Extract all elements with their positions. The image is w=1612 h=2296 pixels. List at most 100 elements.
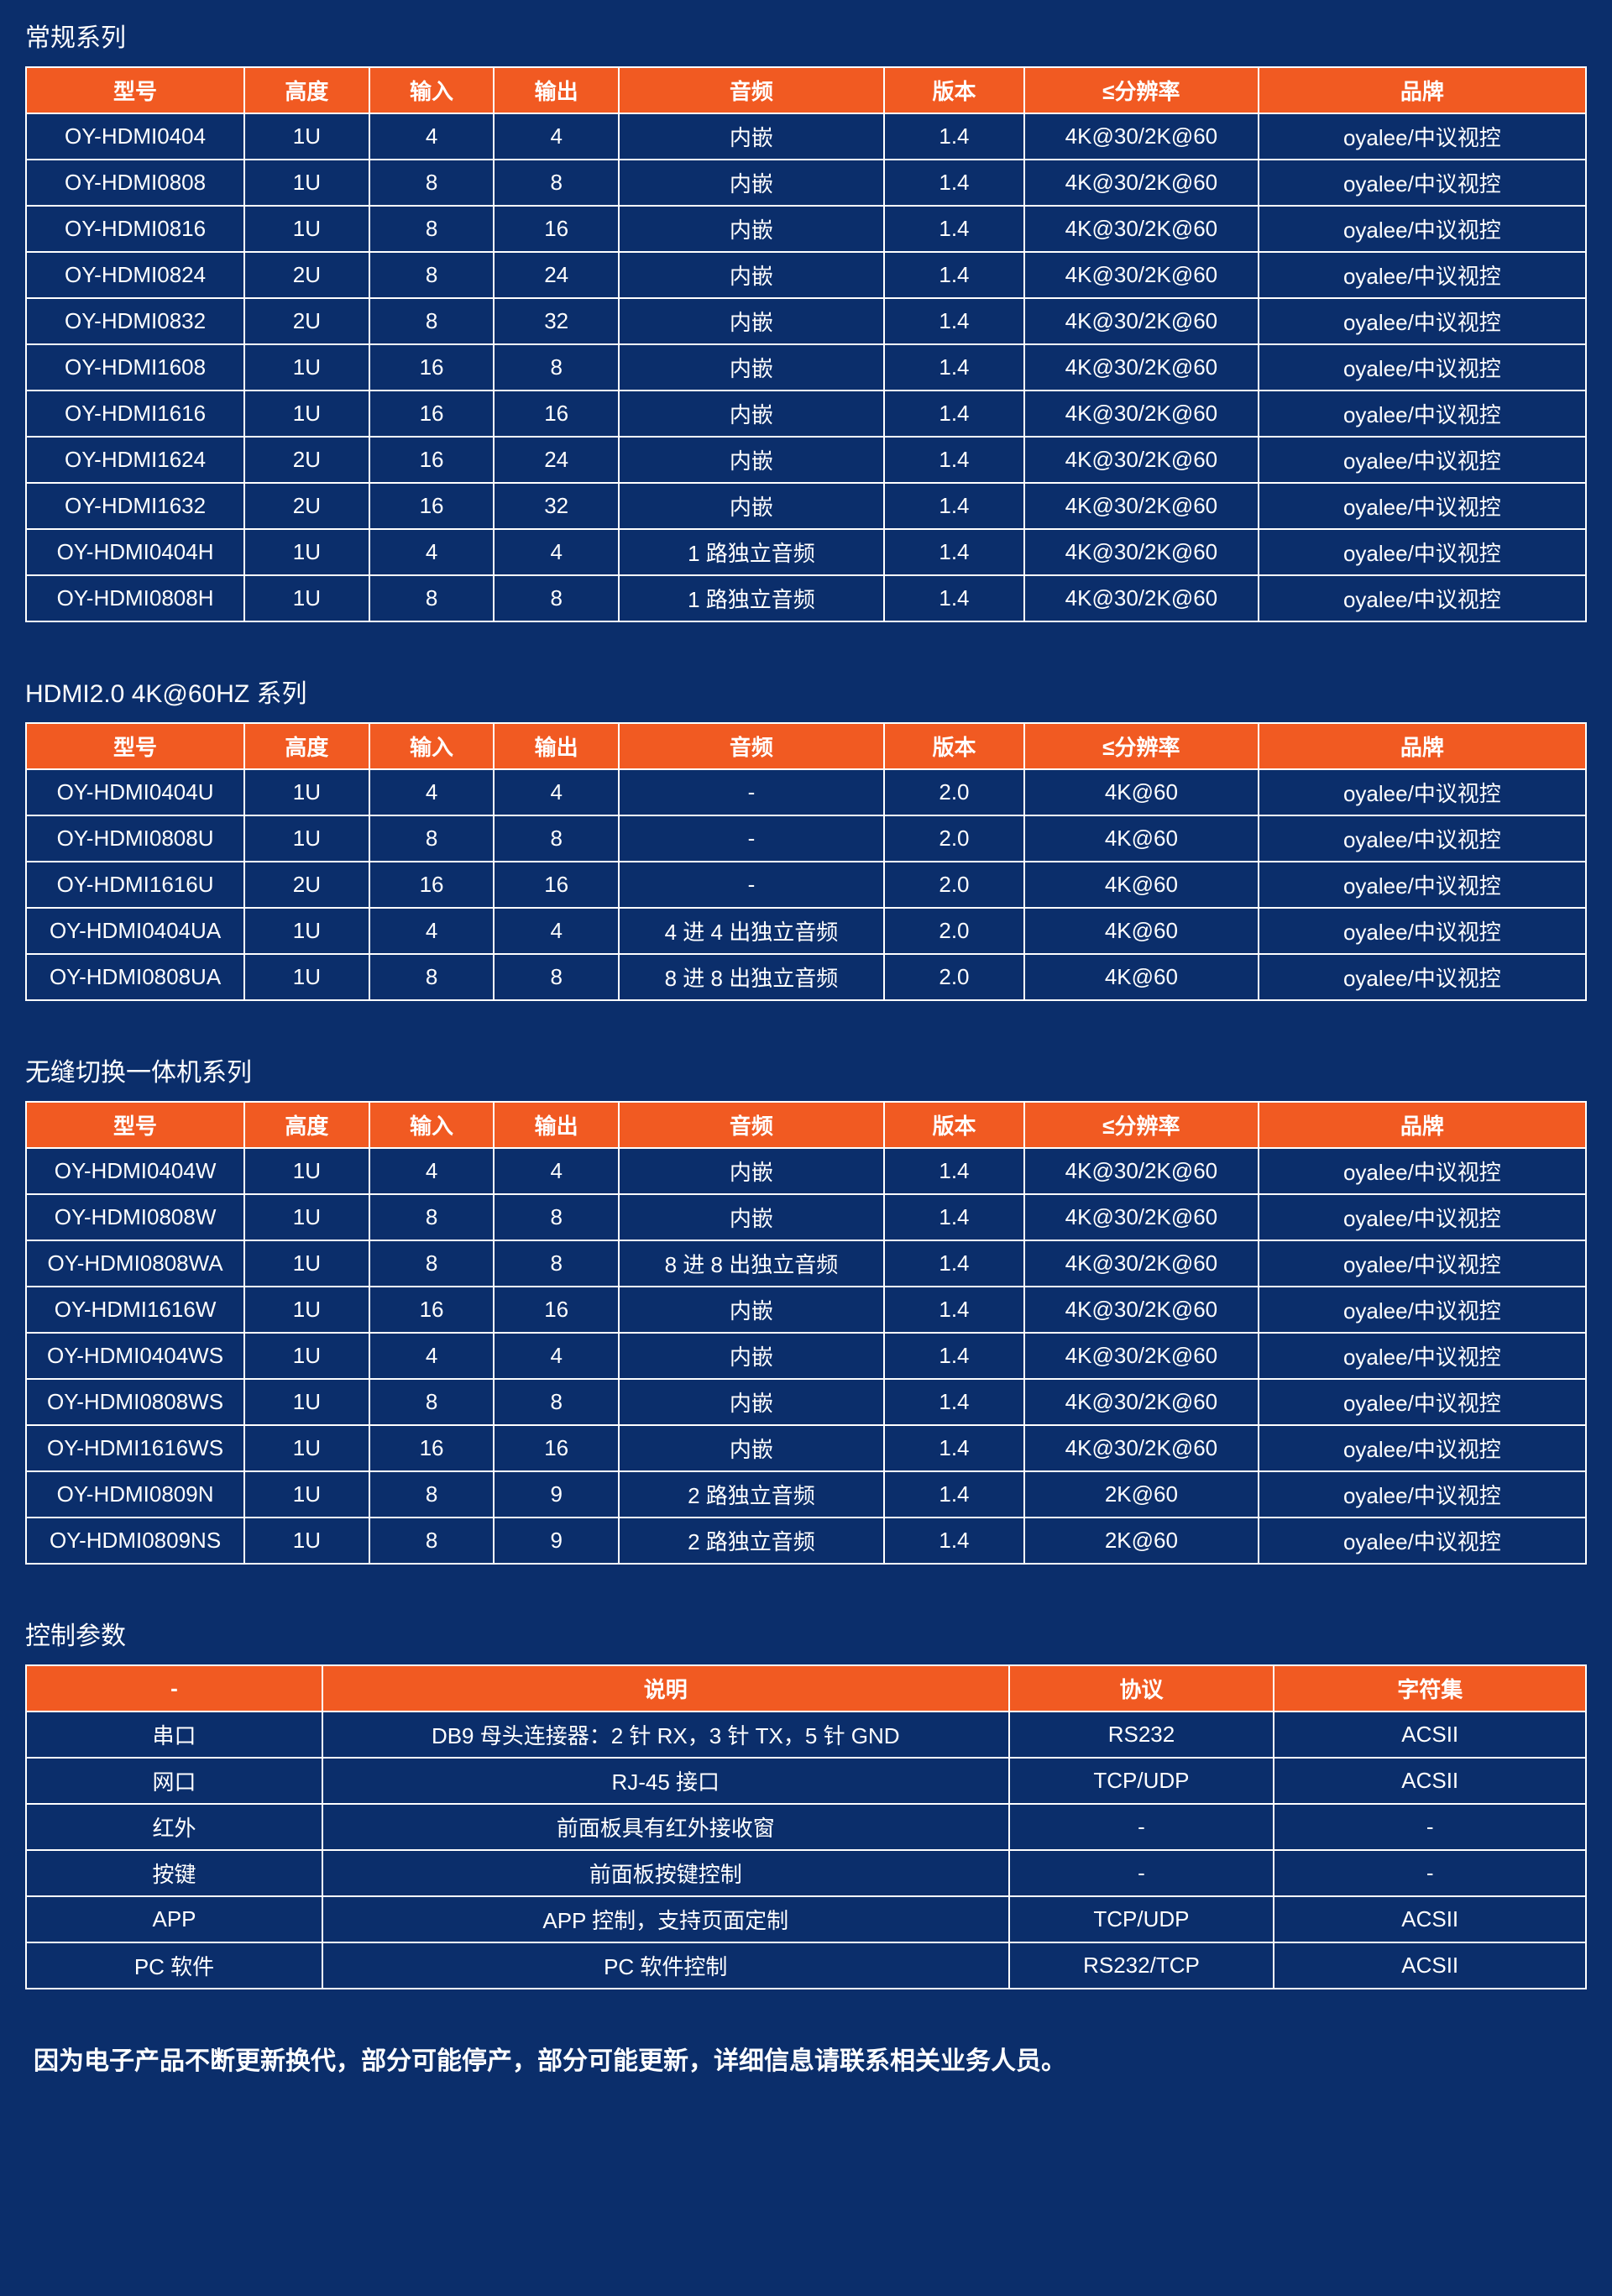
table-cell: 4K@30/2K@60 [1024,344,1259,391]
table-cell: 1U [244,575,369,621]
table-cell: 8 [494,954,619,1000]
table-cell: oyalee/中议视控 [1259,1287,1586,1333]
section-title: 无缝切换一体机系列 [25,1051,1587,1088]
table-cell: 内嵌 [619,298,884,344]
table-cell: 16 [494,391,619,437]
table-cell: 8 进 8 出独立音频 [619,954,884,1000]
table-cell: 8 [494,1194,619,1240]
table-cell: 8 [369,575,495,621]
table-cell: OY-HDMI0816 [26,206,244,252]
table-cell: OY-HDMI1616WS [26,1425,244,1471]
table-cell: 1.4 [884,1379,1024,1425]
table-cell: 4 [369,1148,495,1194]
table-cell: 1.4 [884,529,1024,575]
table-header-cell: 输出 [494,67,619,113]
table-header-cell: 型号 [26,1102,244,1148]
table-header-cell: 品牌 [1259,1102,1586,1148]
table-cell: 4K@30/2K@60 [1024,1240,1259,1287]
table-cell: PC 软件控制 [322,1942,1009,1989]
table-cell: 1.4 [884,483,1024,529]
table-cell: 4K@30/2K@60 [1024,252,1259,298]
table-cell: 24 [494,252,619,298]
table-cell: 内嵌 [619,1194,884,1240]
table-cell: 2K@60 [1024,1518,1259,1564]
data-table: 型号高度输入输出音频版本≤分辨率品牌OY-HDMI0404U1U44-2.04K… [25,722,1587,1001]
table-cell: 1U [244,1379,369,1425]
table-cell: 1.4 [884,1425,1024,1471]
table-cell: ACSII [1274,1758,1586,1804]
table-header-cell: ≤分辨率 [1024,67,1259,113]
section-title: 控制参数 [25,1615,1587,1652]
table-cell: OY-HDMI0404U [26,769,244,815]
table-row: OY-HDMI16242U1624内嵌1.44K@30/2K@60oyalee/… [26,437,1586,483]
table-header-cell: 协议 [1009,1665,1274,1712]
table-cell: 16 [369,1287,495,1333]
table-row: OY-HDMI0404WS1U44内嵌1.44K@30/2K@60oyalee/… [26,1333,1586,1379]
table-row: 网口RJ-45 接口TCP/UDPACSII [26,1758,1586,1804]
table-cell: 2 路独立音频 [619,1471,884,1518]
table-cell: 1.4 [884,1194,1024,1240]
table-cell: 1.4 [884,1148,1024,1194]
table-cell: DB9 母头连接器：2 针 RX，3 针 TX，5 针 GND [322,1712,1009,1758]
table-cell: RJ-45 接口 [322,1758,1009,1804]
table-cell: 4K@60 [1024,769,1259,815]
table-cell: 4K@30/2K@60 [1024,1425,1259,1471]
table-cell: 串口 [26,1712,322,1758]
table-cell: OY-HDMI0824 [26,252,244,298]
table-cell: APP 控制，支持页面定制 [322,1896,1009,1942]
table-header-cell: 字符集 [1274,1665,1586,1712]
table-row: OY-HDMI08242U824内嵌1.44K@30/2K@60oyalee/中… [26,252,1586,298]
table-cell: oyalee/中议视控 [1259,862,1586,908]
table-header-cell: 版本 [884,67,1024,113]
table-header-cell: 输入 [369,723,495,769]
table-row: OY-HDMI16322U1632内嵌1.44K@30/2K@60oyalee/… [26,483,1586,529]
table-row: OY-HDMI0808WA1U888 进 8 出独立音频1.44K@30/2K@… [26,1240,1586,1287]
table-row: APPAPP 控制，支持页面定制TCP/UDPACSII [26,1896,1586,1942]
table-cell: 4K@30/2K@60 [1024,206,1259,252]
table-row: OY-HDMI0808U1U88-2.04K@60oyalee/中议视控 [26,815,1586,862]
table-cell: OY-HDMI0809N [26,1471,244,1518]
table-cell: 4 [494,769,619,815]
table-cell: 8 [369,298,495,344]
table-cell: 1.4 [884,575,1024,621]
table-cell: 1 路独立音频 [619,575,884,621]
table-header-cell: 音频 [619,723,884,769]
table-cell: 1U [244,1518,369,1564]
table-cell: 4 [369,529,495,575]
table-cell: oyalee/中议视控 [1259,391,1586,437]
table-cell: 1U [244,815,369,862]
table-cell: 1U [244,908,369,954]
table-row: OY-HDMI08161U816内嵌1.44K@30/2K@60oyalee/中… [26,206,1586,252]
table-cell: oyalee/中议视控 [1259,252,1586,298]
table-cell: 内嵌 [619,437,884,483]
table-row: 串口DB9 母头连接器：2 针 RX，3 针 TX，5 针 GNDRS232AC… [26,1712,1586,1758]
table-cell: TCP/UDP [1009,1758,1274,1804]
table-cell: 2U [244,298,369,344]
table-cell: - [1274,1850,1586,1896]
table-cell: 内嵌 [619,1148,884,1194]
table-cell: 内嵌 [619,113,884,160]
table-row: OY-HDMI0808W1U88内嵌1.44K@30/2K@60oyalee/中… [26,1194,1586,1240]
table-cell: 2.0 [884,862,1024,908]
table-cell: 1U [244,1194,369,1240]
table-header-cell: 高度 [244,1102,369,1148]
table-cell: 4K@30/2K@60 [1024,113,1259,160]
table-cell: oyalee/中议视控 [1259,1379,1586,1425]
table-cell: 4K@60 [1024,908,1259,954]
table-cell: 1.4 [884,206,1024,252]
table-cell: ACSII [1274,1712,1586,1758]
section-3: 控制参数-说明协议字符集串口DB9 母头连接器：2 针 RX，3 针 TX，5 … [25,1615,1587,1989]
table-cell: 4K@30/2K@60 [1024,160,1259,206]
table-cell: oyalee/中议视控 [1259,954,1586,1000]
table-cell: oyalee/中议视控 [1259,529,1586,575]
table-header-cell: 高度 [244,723,369,769]
table-cell: 1U [244,113,369,160]
table-cell: 8 [369,1518,495,1564]
table-header-cell: 输出 [494,723,619,769]
table-cell: 2.0 [884,908,1024,954]
table-header-cell: ≤分辨率 [1024,723,1259,769]
table-row: OY-HDMI08322U832内嵌1.44K@30/2K@60oyalee/中… [26,298,1586,344]
table-cell: 4 进 4 出独立音频 [619,908,884,954]
section-0: 常规系列型号高度输入输出音频版本≤分辨率品牌OY-HDMI04041U44内嵌1… [25,17,1587,622]
section-title: 常规系列 [25,17,1587,54]
